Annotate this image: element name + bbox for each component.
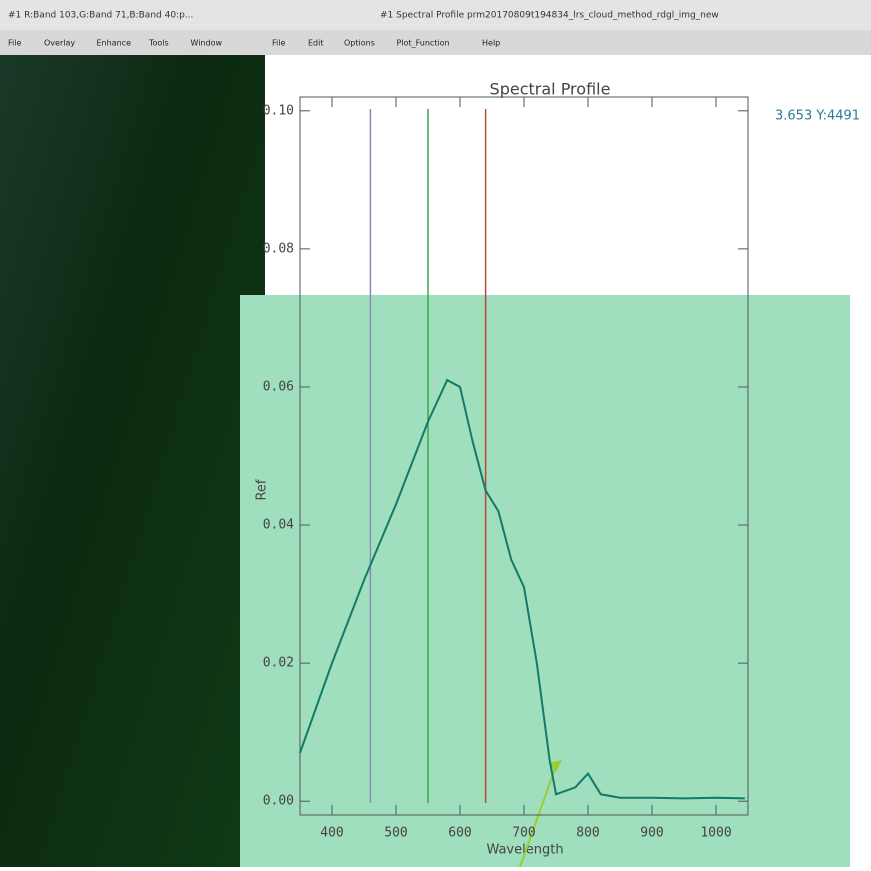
menu-item[interactable]: Help bbox=[482, 39, 500, 48]
plot-window-tinted bbox=[240, 295, 850, 867]
x-tick-label: 1000 bbox=[700, 826, 731, 841]
y-tick-label: 0.10 bbox=[263, 103, 294, 118]
title-bar bbox=[265, 0, 871, 30]
arrow bbox=[519, 765, 557, 868]
menu-item[interactable]: Plot_Function bbox=[397, 39, 450, 48]
menu-item[interactable]: Window bbox=[191, 39, 223, 48]
x-tick-label: 600 bbox=[448, 826, 471, 841]
plot-window bbox=[265, 55, 871, 295]
y-tick-label: 0.04 bbox=[263, 518, 294, 533]
menu-item[interactable]: Tools bbox=[148, 39, 169, 48]
x-tick-label: 900 bbox=[640, 826, 663, 841]
y-axis-label: Ref bbox=[255, 479, 270, 500]
x-tick-label: 700 bbox=[512, 826, 535, 841]
menu-item[interactable]: Enhance bbox=[97, 39, 132, 48]
menu-item[interactable]: File bbox=[272, 39, 285, 48]
x-tick-label: 400 bbox=[320, 826, 343, 841]
x-tick-label: 800 bbox=[576, 826, 599, 841]
y-tick-label: 0.00 bbox=[263, 794, 294, 809]
x-tick-label: 500 bbox=[384, 826, 407, 841]
image-view bbox=[0, 0, 265, 867]
menu-item[interactable]: Options bbox=[344, 39, 375, 48]
spectrum-line bbox=[299, 378, 745, 800]
menu-bar bbox=[0, 30, 265, 55]
menu-item[interactable]: Edit bbox=[308, 39, 324, 48]
title-bar bbox=[0, 0, 265, 30]
y-tick-label: 0.08 bbox=[263, 241, 294, 256]
menu-bar bbox=[265, 30, 871, 55]
y-tick-label: 0.06 bbox=[263, 379, 294, 394]
window-title: #1 R:Band 103,G:Band 71,B:Band 40:p... bbox=[8, 11, 193, 21]
chart-title: Spectral Profile bbox=[490, 80, 611, 99]
y-tick-label: 0.02 bbox=[263, 656, 294, 671]
window-title: #1 Spectral Profile prm20170809t194834_l… bbox=[380, 11, 719, 21]
menu-item[interactable]: Overlay bbox=[44, 39, 75, 48]
cursor-readout: 3.653 Y:4491 bbox=[775, 109, 860, 124]
menu-item[interactable]: File bbox=[8, 39, 21, 48]
